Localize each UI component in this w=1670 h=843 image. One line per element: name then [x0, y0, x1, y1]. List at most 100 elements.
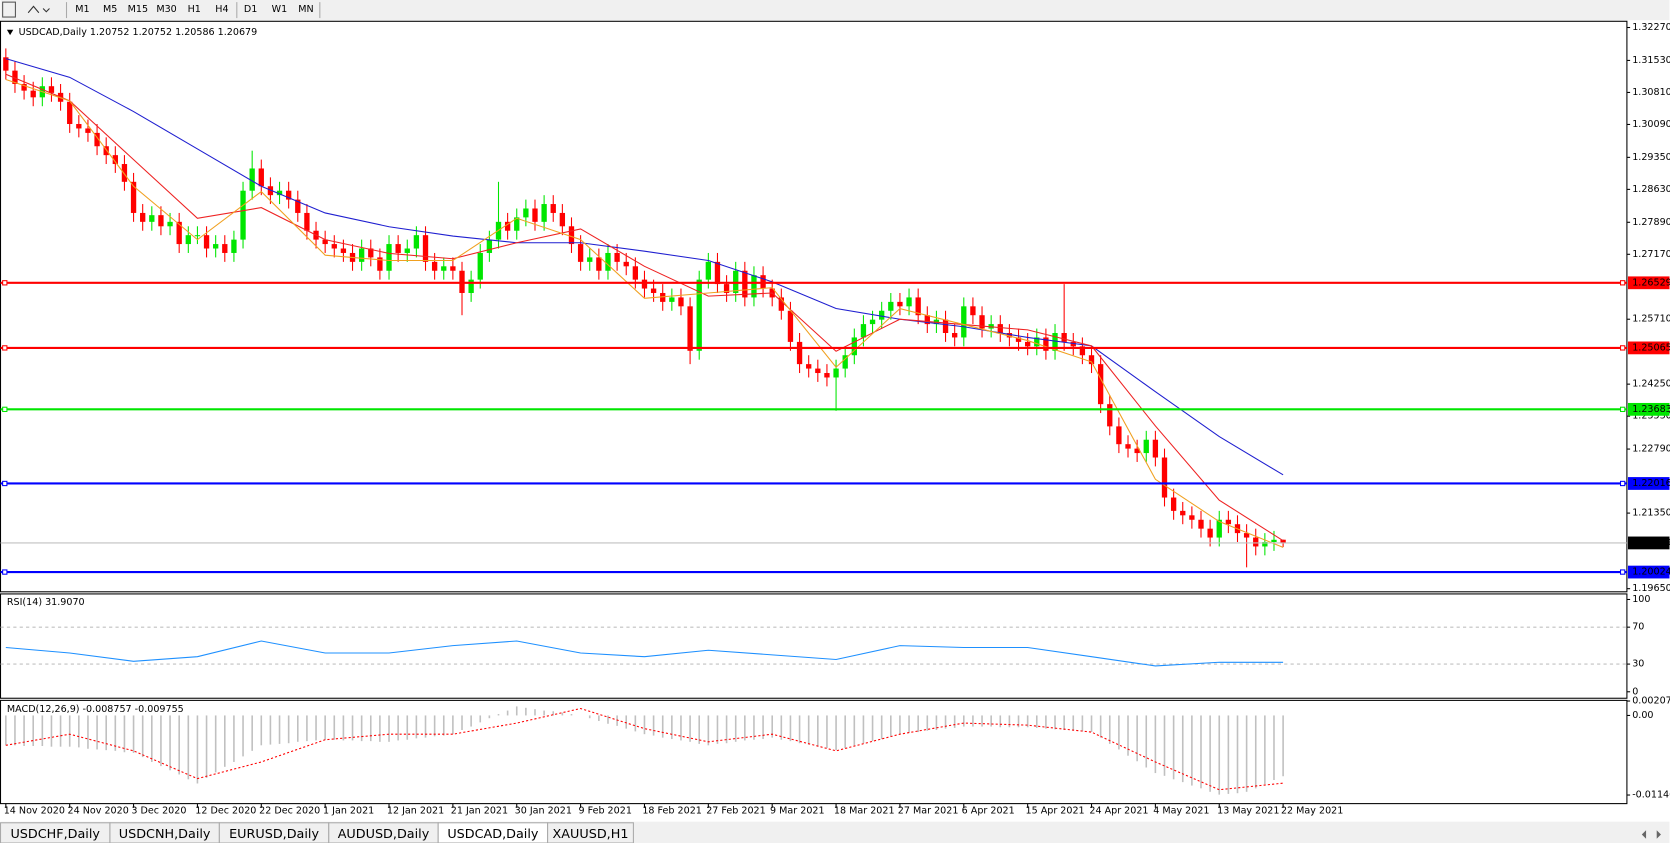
candle-body — [1052, 333, 1058, 351]
level-handle[interactable] — [1619, 480, 1626, 487]
tab-label[interactable]: XAUUSD,H1 — [553, 827, 629, 842]
y-tick-label: -0.011462 — [1632, 790, 1670, 801]
candle-body — [295, 199, 301, 213]
toolbar-icon[interactable] — [2, 1, 16, 18]
level-handle[interactable] — [2, 569, 8, 575]
candle-body — [85, 128, 91, 133]
tab-label[interactable]: USDCAD,Daily — [447, 827, 539, 842]
candle-body — [322, 239, 328, 245]
candle-body — [970, 306, 976, 316]
x-tick-label: 6 Apr 2021 — [962, 806, 1015, 817]
y-tick-label: 0 — [1632, 686, 1638, 697]
candle-body — [504, 221, 511, 231]
level-handle[interactable] — [1619, 345, 1626, 351]
y-tick-label: 100 — [1632, 594, 1650, 605]
timeframe-button[interactable]: W1 — [272, 4, 288, 15]
candle-body — [915, 297, 921, 316]
x-tick-label: 24 Nov 2020 — [68, 806, 129, 817]
tab[interactable] — [547, 822, 634, 843]
y-tick-label: 0.002074 — [1632, 696, 1670, 707]
candle-body — [1262, 541, 1268, 547]
level-handle[interactable] — [2, 480, 8, 487]
x-tick-label: 14 Nov 2020 — [4, 806, 65, 817]
rsi-pane — [0, 593, 1628, 699]
candle-body — [632, 266, 639, 280]
tab-label[interactable]: USDCHF,Daily — [10, 827, 100, 842]
rsi-line — [5, 640, 1284, 667]
candle-body — [231, 239, 237, 253]
moving-average — [5, 58, 1284, 476]
rsi-title: RSI(14) 31.9070 — [7, 597, 85, 608]
moving-average — [5, 79, 1284, 548]
x-tick-label: 21 Jan 2021 — [451, 806, 508, 817]
candle-body — [696, 279, 702, 351]
dropdown-arrow[interactable] — [6, 29, 14, 36]
candle-body — [395, 244, 401, 253]
candle-body — [541, 204, 547, 222]
y-tick-label: 1.30810 — [1632, 87, 1670, 98]
y-tick-label: 1.24250 — [1632, 379, 1670, 390]
timeframe-button[interactable]: H1 — [188, 4, 201, 15]
timeframe-button[interactable]: MN — [298, 4, 313, 15]
candle-body — [1015, 337, 1022, 342]
tab-label[interactable]: AUDUSD,Daily — [338, 827, 430, 842]
level-handle[interactable] — [2, 280, 8, 286]
x-tick-label: 3 Dec 2020 — [131, 806, 186, 817]
macd-name: MACD(12,26,9) — [7, 703, 80, 714]
scroll-arrows[interactable] — [1641, 830, 1661, 839]
timeframe-button[interactable]: M1 — [75, 4, 89, 15]
candle-body — [687, 306, 693, 351]
level-handle[interactable] — [2, 345, 8, 351]
tab-label[interactable]: EURUSD,Daily — [229, 827, 319, 842]
timeframe-button[interactable]: M5 — [103, 4, 117, 15]
toolbar — [0, 0, 1670, 21]
level-handle[interactable] — [1619, 406, 1626, 413]
level-label: 1.25065 — [1632, 342, 1670, 353]
candle-body — [1107, 404, 1113, 427]
candle-body — [796, 341, 803, 365]
candle-body — [1207, 528, 1213, 538]
candle-body — [1088, 355, 1095, 365]
candle-body — [824, 373, 830, 378]
y-tick-label: 1.21350 — [1632, 508, 1670, 519]
x-tick-label: 27 Feb 2021 — [706, 806, 766, 817]
candle-body — [358, 248, 365, 262]
symbol: USDCAD,Daily — [19, 26, 88, 37]
timeframe-button[interactable]: D1 — [244, 4, 257, 15]
candle-body — [368, 248, 374, 258]
close-value: 1.20679 — [218, 26, 258, 37]
tabs: USDCHF,Daily USDCNH,Daily EURUSD,Daily AUDU… — [0, 822, 634, 843]
timeframe-button[interactable]: M15 — [128, 4, 148, 15]
candle-body — [851, 337, 857, 356]
candle-body — [888, 301, 894, 311]
y-tick-label: 70 — [1632, 622, 1644, 633]
candle-body — [514, 217, 520, 231]
x-tick-label: 12 Jan 2021 — [387, 806, 444, 817]
y-tick-label: 1.32270 — [1632, 22, 1670, 33]
rsi-chart: 100 70 30 0 — [0, 594, 1650, 697]
level-handle[interactable] — [1619, 280, 1626, 286]
toolbar-icon[interactable] — [27, 5, 50, 14]
candle-body — [167, 221, 173, 227]
timeframe-button[interactable]: H4 — [215, 4, 228, 15]
candle-body — [806, 364, 812, 369]
candle-body — [1043, 337, 1049, 351]
x-tick-label: 18 Feb 2021 — [642, 806, 702, 817]
signal-value: -0.009755 — [135, 703, 184, 714]
candle-body — [714, 261, 721, 285]
level-box — [1627, 565, 1670, 579]
candle-body — [249, 168, 255, 191]
candle-body — [1061, 333, 1067, 342]
candle-body — [979, 315, 985, 329]
candle-body — [176, 221, 182, 245]
level-handle[interactable] — [1619, 569, 1626, 575]
timeframe-button[interactable]: M30 — [156, 4, 176, 15]
candle-body — [997, 324, 1003, 334]
level-handle[interactable] — [2, 406, 8, 413]
candle-body — [30, 90, 36, 98]
candle-body — [140, 212, 146, 222]
candle-body — [1161, 457, 1168, 498]
candle-body — [340, 248, 347, 253]
candle-body — [587, 257, 593, 262]
tab-label[interactable]: USDCNH,Daily — [119, 827, 211, 842]
